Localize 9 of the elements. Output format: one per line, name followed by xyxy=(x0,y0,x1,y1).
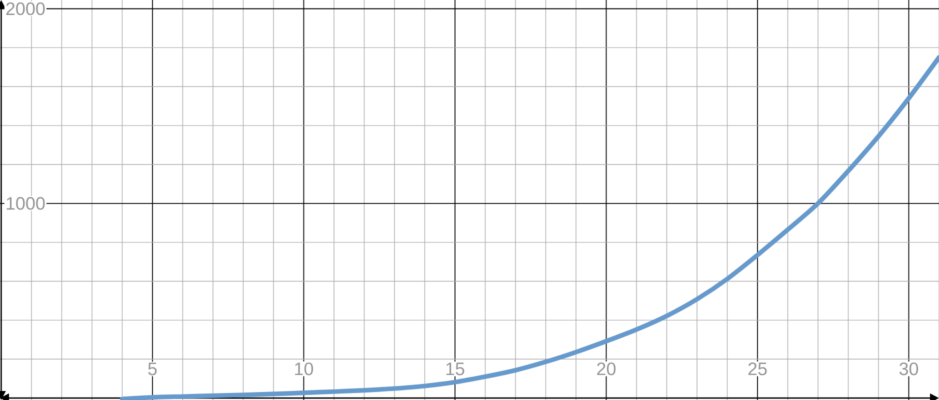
x-tick-label: 25 xyxy=(748,362,767,376)
y-tick-label: 2000 xyxy=(6,2,45,16)
y-tick-label: 1000 xyxy=(6,197,45,210)
x-tick-label: 20 xyxy=(597,362,616,376)
line-series xyxy=(120,55,939,400)
x-tick-label: 10 xyxy=(295,362,314,376)
x-tick-label: 5 xyxy=(148,362,157,376)
x-tick-label: 30 xyxy=(899,362,918,376)
x-tick-label: 15 xyxy=(446,362,464,376)
